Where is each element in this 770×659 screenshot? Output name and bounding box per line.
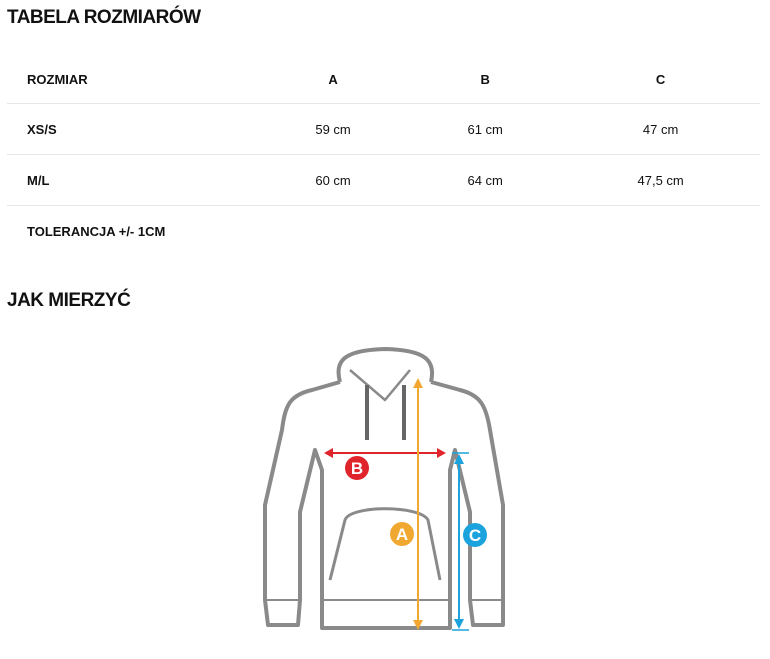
cell-a: 59 cm: [257, 103, 410, 155]
svg-text:B: B: [351, 459, 363, 478]
cell-b: 64 cm: [409, 154, 562, 206]
header-size: ROZMIAR: [7, 56, 257, 104]
size-table: ROZMIAR A B C XS/S 59 cm 61 cm 47 cm M/L…: [7, 56, 760, 256]
cell-a: 60 cm: [257, 154, 410, 206]
header-a: A: [257, 56, 410, 104]
label-a-badge: A: [390, 522, 414, 546]
svg-text:A: A: [396, 525, 408, 544]
page-title: TABELA ROZMIARÓW: [7, 7, 201, 28]
table-row: M/L 60 cm 64 cm 47,5 cm: [7, 154, 760, 206]
label-b-badge: B: [345, 456, 369, 480]
section-title: JAK MIERZYĆ: [7, 290, 131, 311]
size-label: M/L: [7, 154, 257, 206]
svg-text:C: C: [469, 526, 481, 545]
table-header-row: ROZMIAR A B C: [7, 56, 760, 104]
cell-b: 61 cm: [409, 103, 562, 155]
cell-c: 47,5 cm: [561, 154, 760, 206]
hoodie-outline: [263, 347, 505, 630]
measure-c-arrow: [452, 452, 469, 631]
table-row: XS/S 59 cm 61 cm 47 cm: [7, 103, 760, 155]
size-label: XS/S: [7, 103, 257, 155]
header-b: B: [409, 56, 562, 104]
tolerance-note: TOLERANCJA +/- 1CM: [27, 223, 166, 239]
header-c: C: [561, 56, 760, 104]
label-c-badge: C: [463, 523, 487, 547]
measure-a-arrow: [413, 378, 423, 630]
cell-c: 47 cm: [561, 103, 760, 155]
measure-b-arrow: [324, 448, 446, 458]
tolerance-row: TOLERANCJA +/- 1CM: [7, 206, 760, 257]
